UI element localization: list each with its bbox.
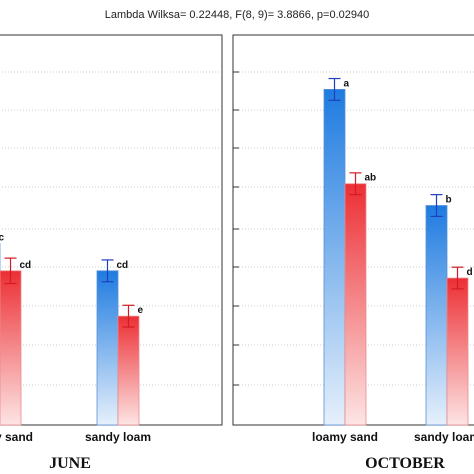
bar-october-s1-0 <box>344 183 367 426</box>
significance-letter-october-s0-0: a <box>344 78 350 89</box>
bar-october-s0-1 <box>425 205 448 426</box>
significance-letter-june-s1-0: cd <box>20 260 32 271</box>
bar-june-s1-1 <box>117 315 140 426</box>
significance-letter-october-s1-0: ab <box>365 173 377 184</box>
significance-letter-october-s1-1: d <box>467 267 473 278</box>
category-label-june-0: loamy sand <box>0 430 33 444</box>
significance-letter-october-s0-1: b <box>446 195 452 206</box>
bar-october-s0-0 <box>323 89 346 426</box>
significance-letter-june-s0-1: cd <box>117 260 129 271</box>
significance-letter-june-s1-1: e <box>138 305 144 316</box>
category-label-october-0: loamy sand <box>312 430 378 444</box>
bar-october-s1-1 <box>446 277 469 426</box>
category-label-june-1: sandy loam <box>85 430 151 444</box>
category-label-october-1: sandy loam <box>414 430 474 444</box>
bar-june-s0-1 <box>96 270 119 426</box>
stat-title: Lambda Wilksa= 0.22448, F(8, 9)= 3.8866,… <box>105 9 369 21</box>
panel-label-october: OCTOBER <box>365 455 445 472</box>
panel-label-june: JUNE <box>49 455 91 472</box>
bar-june-s1-0 <box>0 270 22 426</box>
significance-letter-june-s0-0: c <box>0 233 5 244</box>
panel-june: loamy sand sandy loam c cd cd e JUNE <box>0 34 223 472</box>
